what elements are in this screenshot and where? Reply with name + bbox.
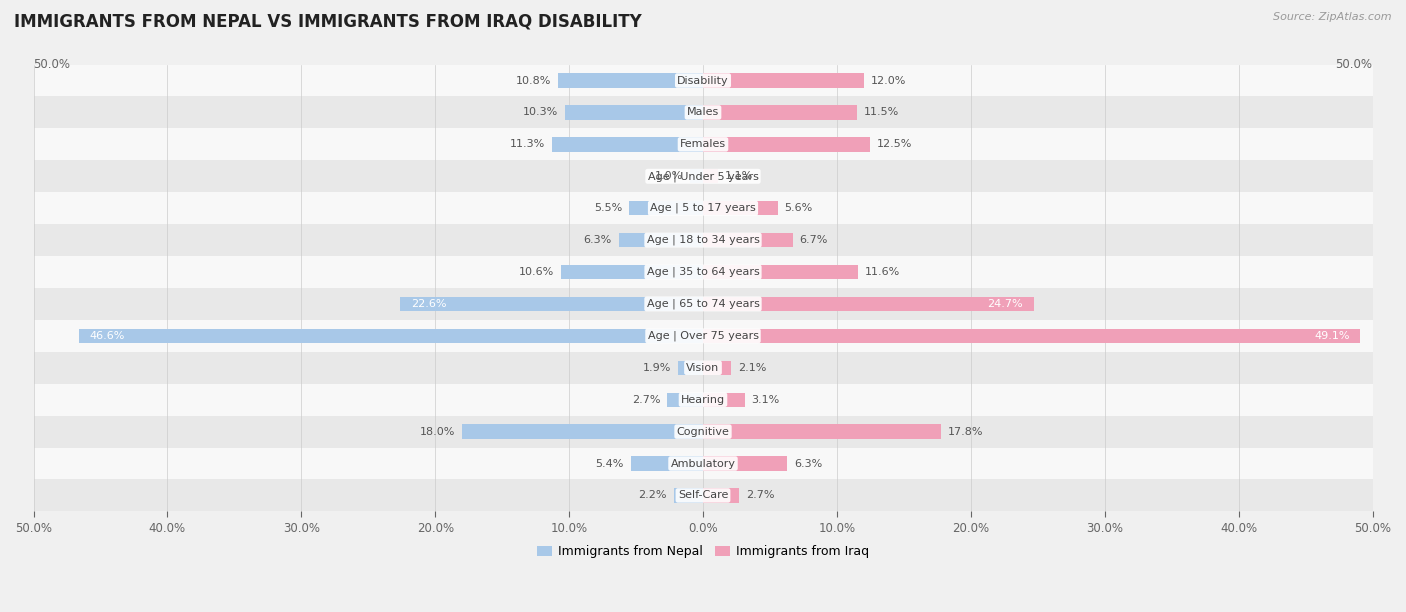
Text: Disability: Disability: [678, 75, 728, 86]
Text: Females: Females: [681, 140, 725, 149]
Bar: [703, 169, 717, 184]
Bar: [558, 73, 703, 88]
Text: 2.7%: 2.7%: [631, 395, 661, 405]
Text: Vision: Vision: [686, 363, 720, 373]
Text: 10.8%: 10.8%: [516, 75, 551, 86]
Bar: [561, 265, 703, 279]
Text: Age | 65 to 74 years: Age | 65 to 74 years: [647, 299, 759, 309]
Bar: [463, 424, 703, 439]
Bar: [703, 105, 858, 119]
Text: 12.5%: 12.5%: [877, 140, 912, 149]
Text: 18.0%: 18.0%: [420, 427, 456, 436]
Bar: [551, 137, 703, 152]
Text: Age | Over 75 years: Age | Over 75 years: [648, 330, 758, 341]
Bar: [703, 392, 745, 407]
Bar: [34, 288, 1372, 320]
Bar: [666, 392, 703, 407]
Bar: [34, 416, 1372, 447]
Bar: [703, 201, 778, 215]
Text: 49.1%: 49.1%: [1315, 331, 1350, 341]
Text: Source: ZipAtlas.com: Source: ZipAtlas.com: [1274, 12, 1392, 22]
Bar: [703, 265, 858, 279]
Text: Hearing: Hearing: [681, 395, 725, 405]
Text: 2.1%: 2.1%: [738, 363, 766, 373]
Text: 50.0%: 50.0%: [1336, 58, 1372, 71]
Text: 46.6%: 46.6%: [90, 331, 125, 341]
Bar: [34, 192, 1372, 224]
Bar: [565, 105, 703, 119]
Text: 6.7%: 6.7%: [800, 235, 828, 245]
Bar: [79, 329, 703, 343]
Bar: [703, 137, 870, 152]
Text: 6.3%: 6.3%: [794, 458, 823, 469]
Bar: [34, 97, 1372, 129]
Text: 1.9%: 1.9%: [643, 363, 671, 373]
Bar: [689, 169, 703, 184]
Bar: [34, 129, 1372, 160]
Legend: Immigrants from Nepal, Immigrants from Iraq: Immigrants from Nepal, Immigrants from I…: [531, 540, 875, 563]
Bar: [703, 233, 793, 247]
Text: 11.3%: 11.3%: [510, 140, 546, 149]
Text: Age | 18 to 34 years: Age | 18 to 34 years: [647, 235, 759, 245]
Text: 12.0%: 12.0%: [870, 75, 905, 86]
Bar: [703, 73, 863, 88]
Bar: [631, 457, 703, 471]
Text: 10.3%: 10.3%: [523, 108, 558, 118]
Bar: [34, 384, 1372, 416]
Bar: [703, 329, 1361, 343]
Bar: [34, 256, 1372, 288]
Bar: [34, 352, 1372, 384]
Bar: [703, 488, 740, 502]
Text: 1.1%: 1.1%: [724, 171, 752, 181]
Bar: [703, 457, 787, 471]
Text: Age | 5 to 17 years: Age | 5 to 17 years: [650, 203, 756, 214]
Bar: [630, 201, 703, 215]
Text: 1.0%: 1.0%: [655, 171, 683, 181]
Bar: [401, 297, 703, 311]
Bar: [678, 360, 703, 375]
Bar: [34, 447, 1372, 479]
Text: 2.7%: 2.7%: [745, 490, 775, 501]
Bar: [34, 224, 1372, 256]
Bar: [34, 160, 1372, 192]
Text: Age | 35 to 64 years: Age | 35 to 64 years: [647, 267, 759, 277]
Text: 3.1%: 3.1%: [751, 395, 779, 405]
Bar: [34, 320, 1372, 352]
Text: Self-Care: Self-Care: [678, 490, 728, 501]
Bar: [34, 479, 1372, 512]
Bar: [34, 65, 1372, 97]
Text: 2.2%: 2.2%: [638, 490, 666, 501]
Text: Males: Males: [688, 108, 718, 118]
Text: Cognitive: Cognitive: [676, 427, 730, 436]
Bar: [673, 488, 703, 502]
Text: IMMIGRANTS FROM NEPAL VS IMMIGRANTS FROM IRAQ DISABILITY: IMMIGRANTS FROM NEPAL VS IMMIGRANTS FROM…: [14, 12, 641, 30]
Text: 5.4%: 5.4%: [596, 458, 624, 469]
Text: 24.7%: 24.7%: [987, 299, 1024, 309]
Text: 11.6%: 11.6%: [865, 267, 900, 277]
Bar: [703, 360, 731, 375]
Text: 22.6%: 22.6%: [411, 299, 447, 309]
Bar: [703, 297, 1033, 311]
Bar: [703, 424, 942, 439]
Text: 11.5%: 11.5%: [863, 108, 898, 118]
Text: 17.8%: 17.8%: [948, 427, 984, 436]
Text: 6.3%: 6.3%: [583, 235, 612, 245]
Text: Ambulatory: Ambulatory: [671, 458, 735, 469]
Text: 5.5%: 5.5%: [595, 203, 623, 213]
Text: 5.6%: 5.6%: [785, 203, 813, 213]
Text: Age | Under 5 years: Age | Under 5 years: [648, 171, 758, 182]
Text: 50.0%: 50.0%: [34, 58, 70, 71]
Bar: [619, 233, 703, 247]
Text: 10.6%: 10.6%: [519, 267, 554, 277]
